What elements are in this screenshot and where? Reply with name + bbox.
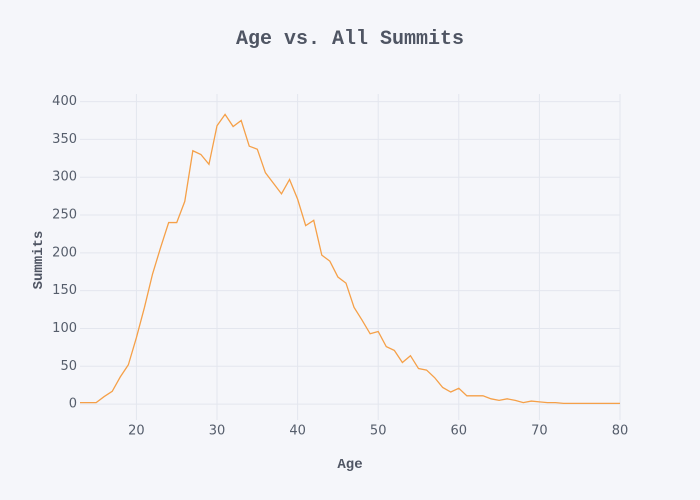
y-tick-label: 100 (52, 321, 77, 336)
x-tick-label: 80 (612, 424, 629, 439)
y-tick-label: 200 (52, 245, 77, 260)
y-tick-label: 250 (52, 208, 77, 223)
y-tick-label: 50 (60, 359, 77, 374)
x-axis-title: Age (337, 457, 362, 473)
y-tick-label: 300 (52, 170, 77, 185)
x-tick-label: 20 (128, 424, 145, 439)
x-tick-label: 30 (209, 424, 226, 439)
chart-title: Age vs. All Summits (236, 28, 464, 51)
x-tick-label: 40 (289, 424, 306, 439)
x-tick-label: 50 (370, 424, 387, 439)
y-tick-label: 400 (52, 94, 77, 109)
y-axis-title: Summits (31, 231, 47, 290)
y-tick-label: 0 (69, 397, 77, 412)
data-line (80, 113, 620, 405)
x-tick-label: 70 (531, 424, 548, 439)
y-tick-label: 350 (52, 132, 77, 147)
y-tick-label: 150 (52, 283, 77, 298)
x-tick-label: 60 (451, 424, 468, 439)
